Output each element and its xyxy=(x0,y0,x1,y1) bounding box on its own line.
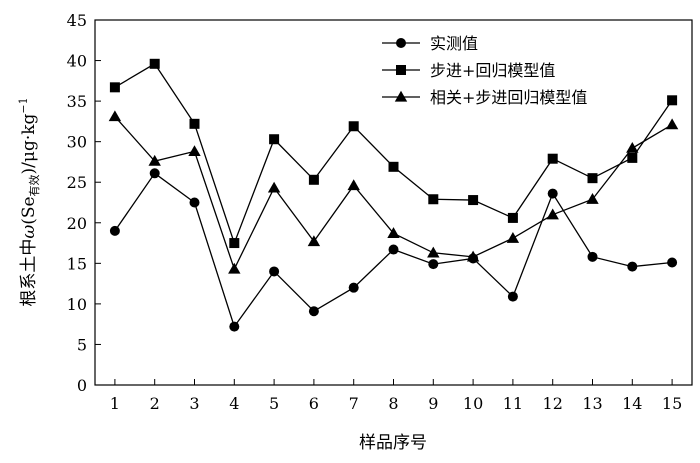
legend-label: 步进+回归模型值 xyxy=(430,61,555,80)
y-axis-label-unit: )/μg·kg xyxy=(19,113,39,174)
legend-label: 实测值 xyxy=(430,34,478,53)
data-point-square xyxy=(348,121,359,132)
data-point-circle xyxy=(547,188,558,199)
x-tick-label: 14 xyxy=(622,394,642,413)
data-point-circle xyxy=(627,261,638,272)
data-point-triangle xyxy=(307,235,321,247)
legend-item-triangle: 相关+步进回归模型值 xyxy=(382,88,587,107)
legend-marker-triangle xyxy=(394,90,408,102)
y-axis-label-omega: ω xyxy=(19,225,39,239)
data-point-square xyxy=(388,161,399,172)
data-point-triangle xyxy=(108,110,122,122)
y-tick-label: 10 xyxy=(67,295,87,314)
y-tick-label: 30 xyxy=(67,133,87,152)
y-tick-label: 35 xyxy=(67,92,87,111)
x-tick-label: 6 xyxy=(309,394,319,413)
data-point-circle xyxy=(348,282,359,293)
y-axis-label-superscript: −1 xyxy=(17,97,30,113)
data-point-square xyxy=(468,195,479,206)
data-point-triangle xyxy=(188,145,201,157)
data-point-triangle xyxy=(267,181,281,193)
data-point-triangle xyxy=(466,250,480,262)
x-tick-label: 10 xyxy=(463,394,483,413)
y-tick-label: 0 xyxy=(77,376,87,395)
series-circle xyxy=(109,168,678,332)
data-point-triangle xyxy=(427,246,440,258)
data-point-triangle xyxy=(228,262,241,274)
data-point-square xyxy=(149,58,160,69)
data-point-circle xyxy=(388,244,399,255)
data-point-circle xyxy=(428,259,439,270)
y-tick-label: 45 xyxy=(67,11,87,30)
data-point-square xyxy=(428,194,439,205)
data-point-circle xyxy=(149,168,160,179)
data-point-circle xyxy=(587,251,598,262)
data-point-circle xyxy=(308,306,319,317)
data-point-circle xyxy=(109,225,120,236)
x-tick-label: 13 xyxy=(582,394,602,413)
y-axis-label-subscript: 有效 xyxy=(27,174,41,196)
x-tick-label: 1 xyxy=(110,394,120,413)
x-tick-label: 12 xyxy=(543,394,563,413)
data-point-circle xyxy=(229,321,240,332)
series-layer xyxy=(108,58,679,332)
y-tick-label: 25 xyxy=(67,173,87,192)
data-point-circle xyxy=(667,257,678,268)
x-axis: 1 2 3 4 5 6 7 8 9 10 11 12 13 14 15 xyxy=(110,379,682,413)
y-tick-label: 40 xyxy=(67,52,87,71)
data-point-circle xyxy=(507,291,518,302)
series-square xyxy=(109,58,678,249)
x-tick-label: 15 xyxy=(662,394,682,413)
series-triangle xyxy=(108,110,679,274)
x-tick-label: 5 xyxy=(269,394,279,413)
legend-label: 相关+步进回归模型值 xyxy=(430,88,587,107)
data-point-square xyxy=(109,82,120,93)
data-point-triangle xyxy=(665,118,679,130)
data-point-square xyxy=(269,134,280,145)
data-point-square xyxy=(507,212,518,223)
data-point-square xyxy=(189,118,200,129)
y-axis: 0 5 10 15 20 25 30 35 40 45 xyxy=(67,11,101,395)
legend-item-circle: 实测值 xyxy=(382,34,478,53)
data-point-triangle xyxy=(387,227,400,238)
x-tick-label: 7 xyxy=(349,394,359,413)
y-axis-label-open: (Se xyxy=(19,196,39,224)
data-point-square xyxy=(587,173,598,184)
y-tick-label: 5 xyxy=(77,335,87,354)
data-point-triangle xyxy=(586,193,599,204)
plot-area-frame xyxy=(94,19,693,386)
x-tick-label: 2 xyxy=(150,394,160,413)
x-tick-label: 4 xyxy=(229,394,239,413)
y-axis-label: 根系土中ω(Se有效)/μg·kg−1 xyxy=(17,97,41,306)
data-point-square xyxy=(308,174,319,185)
data-point-triangle xyxy=(148,154,161,166)
x-tick-label: 8 xyxy=(388,394,398,413)
data-point-square xyxy=(667,95,678,106)
legend-marker-square xyxy=(396,65,406,75)
legend-marker-circle xyxy=(396,38,406,48)
data-point-triangle xyxy=(546,208,559,220)
x-tick-label: 11 xyxy=(503,394,523,413)
x-tick-label: 3 xyxy=(189,394,199,413)
data-point-square xyxy=(547,153,558,164)
data-point-square xyxy=(229,238,240,249)
data-point-square xyxy=(627,152,638,163)
y-tick-label: 20 xyxy=(67,214,87,233)
data-point-triangle xyxy=(626,141,639,153)
y-axis-label-prefix: 根系土中 xyxy=(19,239,39,307)
x-axis-label: 样品序号 xyxy=(359,433,427,453)
data-point-circle xyxy=(189,197,200,208)
data-point-triangle xyxy=(347,179,360,191)
y-tick-label: 15 xyxy=(67,254,87,273)
x-tick-label: 9 xyxy=(428,394,438,413)
legend-item-square: 步进+回归模型值 xyxy=(382,61,555,80)
data-point-triangle xyxy=(506,231,520,243)
data-point-circle xyxy=(269,266,280,277)
